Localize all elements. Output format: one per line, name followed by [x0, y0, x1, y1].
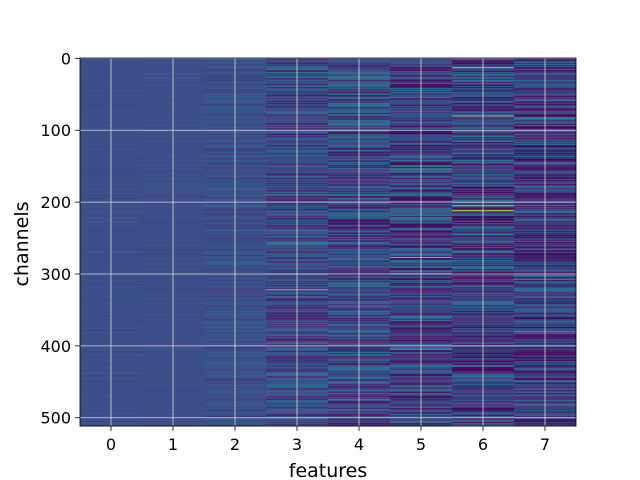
- x-tick-label: 3: [292, 435, 302, 454]
- y-tick-label: 500: [40, 409, 71, 428]
- plot-frame: [79, 57, 577, 427]
- x-tick-label: 0: [106, 435, 116, 454]
- x-axis: 0 1 2 3 4 5 6 7: [106, 426, 550, 454]
- heatmap-cells: [80, 58, 576, 427]
- grid-lines: [80, 57, 576, 426]
- y-tick-label: 100: [40, 121, 71, 140]
- y-axis: 0 100 200 300 400 500: [40, 49, 80, 428]
- x-tick-label: 6: [478, 435, 488, 454]
- x-tick-label: 1: [168, 435, 178, 454]
- x-tick-label: 5: [416, 435, 426, 454]
- y-tick-label: 300: [40, 265, 71, 284]
- x-tick-label: 2: [230, 435, 240, 454]
- y-tick-label: 400: [40, 337, 71, 356]
- x-tick-label: 4: [354, 435, 364, 454]
- y-tick-label: 0: [61, 49, 71, 68]
- y-tick-label: 200: [40, 193, 71, 212]
- x-tick-label: 7: [540, 435, 550, 454]
- x-axis-label: features: [289, 460, 368, 480]
- y-axis-label: channels: [11, 201, 33, 286]
